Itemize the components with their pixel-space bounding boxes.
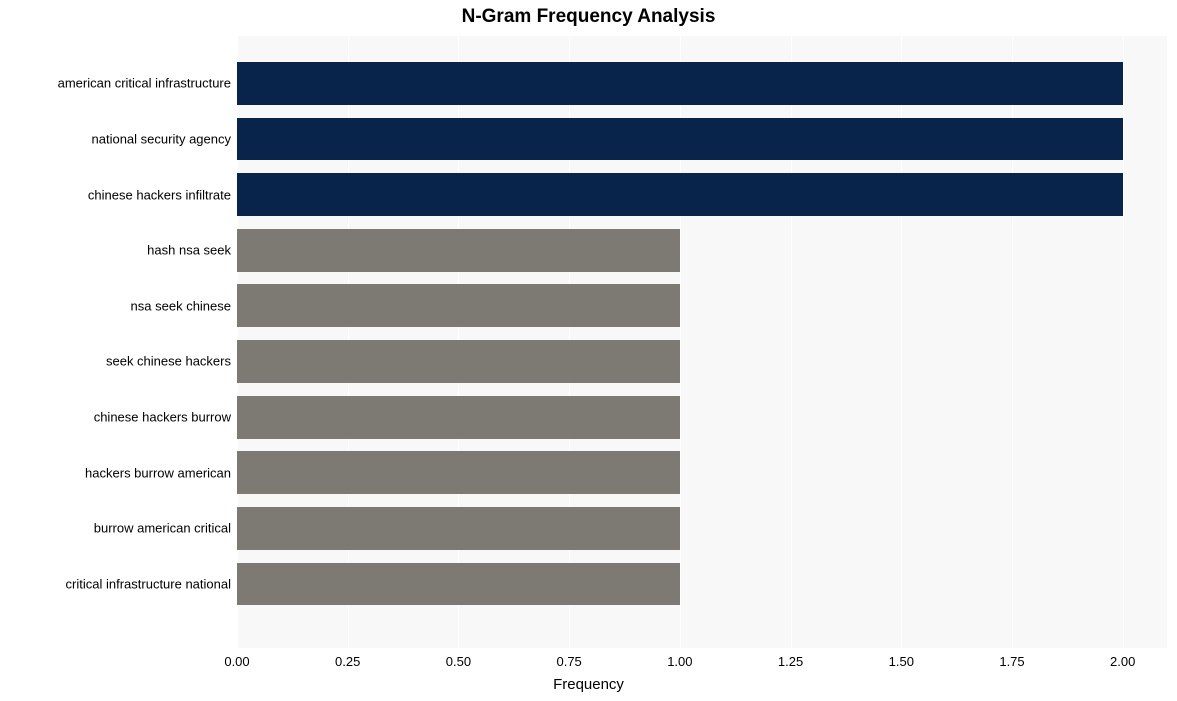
y-tick-label: hash nsa seek [147,243,237,258]
x-axis-label: Frequency [0,676,1177,693]
y-tick-label: hackers burrow american [85,465,237,480]
x-tick-label: 2.00 [1110,648,1135,669]
y-tick-label: seek chinese hackers [106,354,237,369]
bar [237,396,680,439]
bar-row: chinese hackers infiltrate [237,173,1167,216]
bar [237,62,1123,105]
bar-row: hackers burrow american [237,451,1167,494]
bar-row: chinese hackers burrow [237,396,1167,439]
plot-area: 0.000.250.500.751.001.251.501.752.00amer… [237,36,1167,648]
bar [237,118,1123,161]
ngram-frequency-chart: N-Gram Frequency Analysis 0.000.250.500.… [0,0,1177,701]
y-tick-label: chinese hackers burrow [94,410,237,425]
bar-row: american critical infrastructure [237,62,1167,105]
y-tick-label: chinese hackers infiltrate [88,187,237,202]
bar [237,229,680,272]
x-tick-label: 0.75 [556,648,581,669]
bar-row: burrow american critical [237,507,1167,550]
x-tick-label: 0.00 [224,648,249,669]
chart-title: N-Gram Frequency Analysis [0,6,1177,28]
y-tick-label: nsa seek chinese [131,298,237,313]
y-tick-label: burrow american critical [94,521,237,536]
x-tick-label: 1.75 [999,648,1024,669]
x-tick-label: 0.25 [335,648,360,669]
bar [237,507,680,550]
x-tick-label: 0.50 [446,648,471,669]
bar-row: critical infrastructure national [237,563,1167,606]
bar [237,451,680,494]
bar-row: nsa seek chinese [237,284,1167,327]
bar [237,284,680,327]
y-tick-label: american critical infrastructure [58,76,237,91]
bar [237,340,680,383]
x-tick-label: 1.00 [667,648,692,669]
bar-row: national security agency [237,118,1167,161]
x-tick-label: 1.50 [889,648,914,669]
y-tick-label: critical infrastructure national [66,577,237,592]
y-tick-label: national security agency [92,131,237,146]
bar [237,563,680,606]
bar-row: seek chinese hackers [237,340,1167,383]
bar [237,173,1123,216]
x-tick-label: 1.25 [778,648,803,669]
bar-row: hash nsa seek [237,229,1167,272]
